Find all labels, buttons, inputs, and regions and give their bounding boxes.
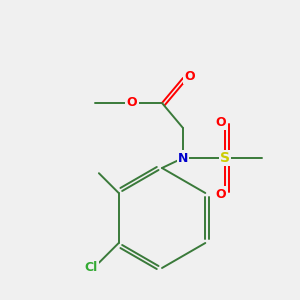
Text: S: S xyxy=(220,151,230,165)
Text: O: O xyxy=(185,70,195,83)
Text: O: O xyxy=(216,188,226,200)
Text: N: N xyxy=(178,152,188,164)
Text: O: O xyxy=(216,116,226,128)
Text: O: O xyxy=(127,97,137,110)
Text: Cl: Cl xyxy=(84,261,98,274)
